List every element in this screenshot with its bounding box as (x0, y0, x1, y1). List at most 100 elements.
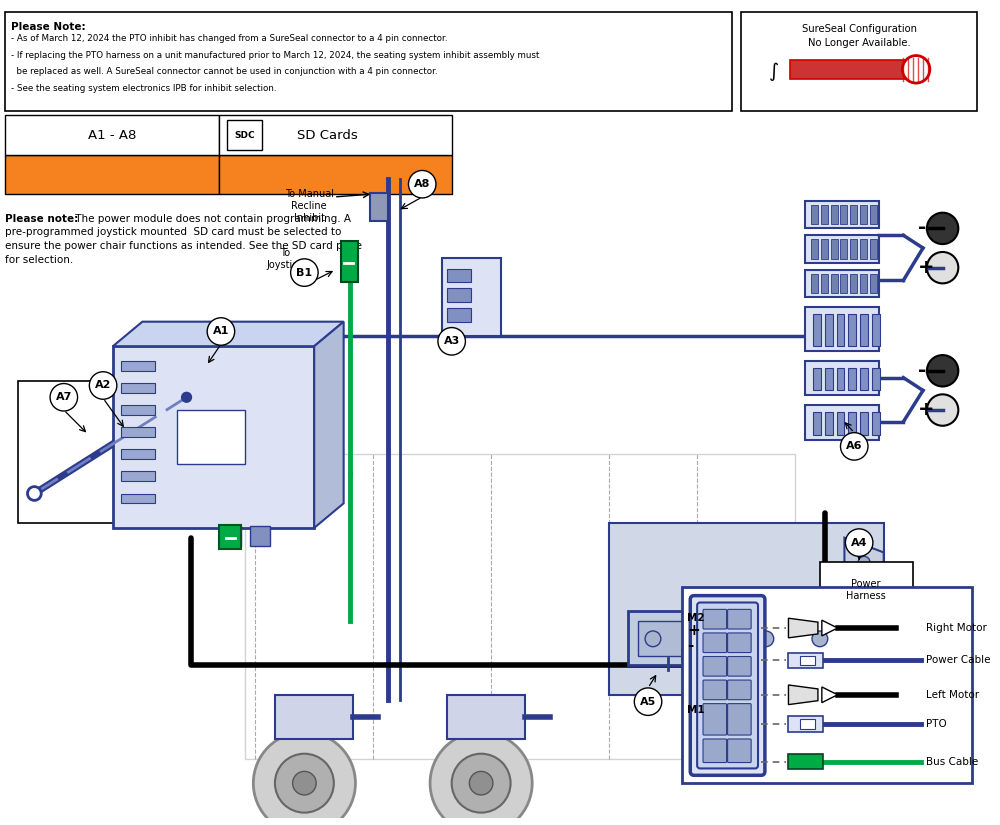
Text: SDC: SDC (234, 130, 255, 139)
Circle shape (430, 732, 532, 825)
FancyBboxPatch shape (811, 239, 818, 259)
Text: Left Motor: Left Motor (926, 690, 979, 700)
FancyBboxPatch shape (870, 205, 877, 224)
Text: Right Motor: Right Motor (926, 623, 987, 633)
Text: A6: A6 (846, 441, 862, 451)
FancyBboxPatch shape (121, 471, 155, 481)
FancyBboxPatch shape (221, 526, 241, 545)
Text: be replaced as well. A SureSeal connector cannot be used in conjunction with a 4: be replaced as well. A SureSeal connecto… (11, 68, 437, 77)
FancyBboxPatch shape (227, 120, 262, 150)
FancyBboxPatch shape (703, 657, 727, 676)
Text: A4: A4 (851, 538, 867, 548)
Polygon shape (314, 322, 344, 528)
FancyBboxPatch shape (341, 241, 358, 282)
Circle shape (452, 754, 511, 813)
FancyBboxPatch shape (703, 680, 727, 700)
Text: No Longer Available.: No Longer Available. (808, 38, 911, 48)
FancyBboxPatch shape (872, 314, 880, 346)
Circle shape (645, 631, 661, 647)
Text: M1: M1 (687, 705, 705, 714)
Circle shape (275, 754, 334, 813)
Text: - See the seating system electronics IPB for inhibit selection.: - See the seating system electronics IPB… (11, 84, 276, 93)
Circle shape (902, 55, 930, 83)
FancyBboxPatch shape (728, 739, 751, 762)
Text: A5: A5 (640, 696, 656, 707)
FancyBboxPatch shape (860, 368, 868, 390)
Text: -: - (687, 639, 694, 653)
FancyBboxPatch shape (5, 155, 219, 194)
Text: M2: M2 (687, 613, 705, 623)
Circle shape (89, 372, 117, 399)
Text: A2: A2 (95, 380, 111, 390)
FancyBboxPatch shape (850, 205, 857, 224)
Text: The power module does not contain programming. A: The power module does not contain progra… (72, 214, 351, 224)
FancyBboxPatch shape (703, 704, 727, 735)
Circle shape (438, 328, 465, 355)
FancyBboxPatch shape (219, 525, 241, 549)
FancyBboxPatch shape (628, 611, 864, 665)
FancyBboxPatch shape (121, 427, 155, 437)
Text: -: - (918, 219, 926, 238)
Text: A1 - A8: A1 - A8 (88, 129, 136, 142)
Text: - If replacing the PTO harness on a unit manufactured prior to March 12, 2024, t: - If replacing the PTO harness on a unit… (11, 50, 539, 59)
FancyBboxPatch shape (728, 680, 751, 700)
FancyBboxPatch shape (825, 368, 833, 390)
FancyBboxPatch shape (870, 239, 877, 259)
FancyBboxPatch shape (840, 205, 847, 224)
FancyBboxPatch shape (813, 368, 821, 390)
FancyBboxPatch shape (831, 274, 838, 293)
FancyBboxPatch shape (447, 269, 471, 282)
Text: SureSeal Configuration: SureSeal Configuration (802, 24, 917, 34)
FancyBboxPatch shape (638, 621, 844, 656)
FancyBboxPatch shape (811, 205, 818, 224)
Text: ∫: ∫ (769, 62, 779, 81)
Circle shape (634, 688, 662, 715)
FancyBboxPatch shape (113, 346, 314, 528)
FancyBboxPatch shape (800, 719, 815, 729)
Circle shape (758, 631, 774, 647)
FancyBboxPatch shape (825, 412, 833, 435)
Text: for selection.: for selection. (5, 255, 73, 265)
FancyBboxPatch shape (219, 155, 452, 194)
FancyBboxPatch shape (837, 314, 844, 346)
Circle shape (207, 318, 235, 345)
FancyBboxPatch shape (831, 205, 838, 224)
FancyBboxPatch shape (447, 288, 471, 302)
Circle shape (840, 432, 868, 460)
Circle shape (293, 771, 316, 795)
FancyBboxPatch shape (837, 412, 844, 435)
Text: A8: A8 (414, 179, 430, 189)
Text: A1: A1 (213, 327, 229, 337)
Text: To: To (280, 248, 290, 258)
FancyBboxPatch shape (820, 563, 913, 623)
FancyBboxPatch shape (682, 587, 972, 783)
Text: -: - (918, 361, 926, 380)
FancyBboxPatch shape (821, 205, 828, 224)
FancyBboxPatch shape (800, 656, 815, 665)
FancyBboxPatch shape (703, 739, 727, 762)
Text: Bus Cable: Bus Cable (926, 757, 978, 766)
FancyBboxPatch shape (840, 274, 847, 293)
FancyBboxPatch shape (813, 314, 821, 346)
Text: - As of March 12, 2024 the PTO inhibit has changed from a SureSeal connector to : - As of March 12, 2024 the PTO inhibit h… (11, 34, 447, 43)
Circle shape (858, 556, 870, 568)
Circle shape (927, 252, 958, 283)
FancyBboxPatch shape (250, 526, 270, 545)
FancyBboxPatch shape (805, 235, 879, 262)
Text: Joystick: Joystick (266, 260, 303, 270)
Polygon shape (788, 685, 818, 705)
Text: +: + (687, 624, 700, 639)
FancyBboxPatch shape (788, 653, 823, 668)
FancyBboxPatch shape (177, 410, 245, 464)
Text: SD Cards: SD Cards (297, 129, 358, 142)
FancyBboxPatch shape (872, 412, 880, 435)
FancyBboxPatch shape (813, 412, 821, 435)
FancyBboxPatch shape (805, 307, 879, 351)
Polygon shape (844, 538, 884, 714)
FancyBboxPatch shape (870, 274, 877, 293)
FancyBboxPatch shape (121, 361, 155, 370)
FancyBboxPatch shape (837, 368, 844, 390)
FancyBboxPatch shape (850, 274, 857, 293)
Text: +: + (918, 257, 935, 276)
FancyBboxPatch shape (840, 239, 847, 259)
